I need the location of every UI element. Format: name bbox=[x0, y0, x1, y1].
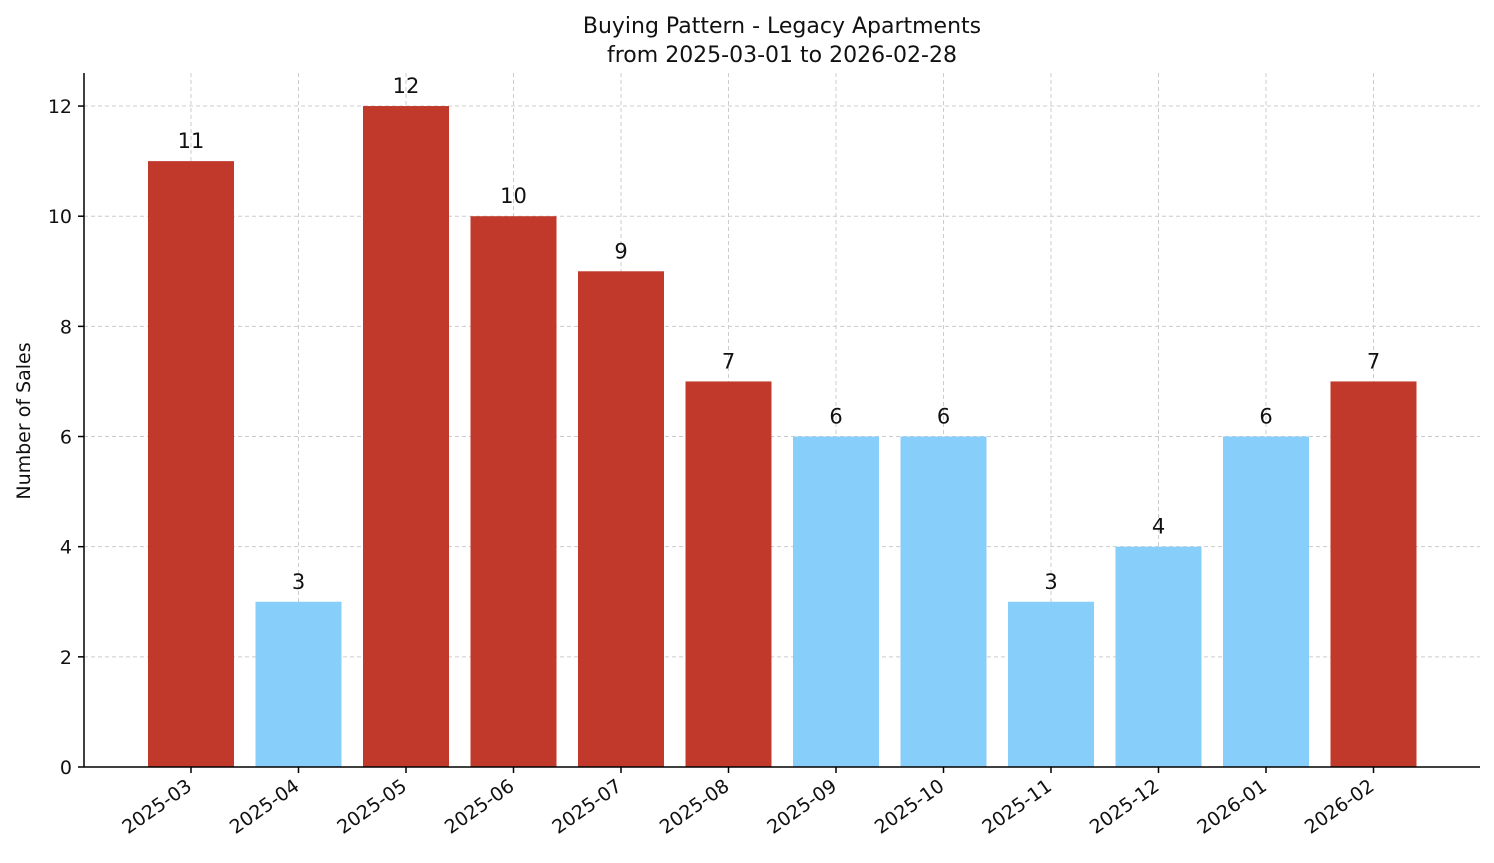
data-label: 7 bbox=[722, 349, 735, 373]
data-label: 6 bbox=[829, 405, 842, 429]
data-label: 9 bbox=[614, 239, 627, 263]
bar-2025-10 bbox=[900, 436, 987, 767]
data-label: 6 bbox=[937, 405, 950, 429]
x-tick-label: 2025-12 bbox=[1086, 775, 1164, 839]
bar-2025-09 bbox=[793, 436, 879, 767]
data-label: 3 bbox=[292, 570, 305, 594]
y-axis-label: Number of Sales bbox=[13, 342, 35, 499]
y-tick-label: 2 bbox=[60, 647, 72, 669]
bar-2025-03 bbox=[148, 161, 234, 768]
x-tick-label: 2025-06 bbox=[441, 775, 519, 839]
x-tick-label: 2025-11 bbox=[978, 775, 1056, 839]
y-tick-label: 4 bbox=[60, 537, 72, 559]
data-label: 3 bbox=[1044, 570, 1057, 594]
x-tick-label: 2025-09 bbox=[763, 775, 841, 839]
data-label: 6 bbox=[1259, 405, 1272, 429]
bar-2026-02 bbox=[1330, 381, 1417, 767]
x-tick-label: 2026-01 bbox=[1193, 775, 1271, 839]
chart-subtitle: from 2025-03-01 to 2026-02-28 bbox=[607, 43, 957, 68]
data-label: 11 bbox=[178, 129, 205, 153]
bar-2025-06 bbox=[470, 216, 557, 767]
x-ticks: 2025-03 2025-04 2025-05 2025-06 2025-07 2025-… bbox=[118, 767, 1378, 839]
y-tick-label: 0 bbox=[60, 757, 72, 779]
data-label: 7 bbox=[1367, 349, 1380, 373]
x-tick-label: 2025-07 bbox=[548, 775, 626, 839]
axes bbox=[83, 73, 1480, 768]
data-label: 4 bbox=[1152, 515, 1165, 539]
bar-2025-08 bbox=[685, 381, 772, 767]
y-tick-label: 6 bbox=[60, 427, 72, 449]
bars bbox=[148, 106, 1417, 768]
x-tick-label: 2025-05 bbox=[333, 775, 411, 839]
x-tick-label: 2025-10 bbox=[871, 775, 949, 839]
bar-2025-05 bbox=[363, 106, 449, 768]
y-tick-label: 8 bbox=[60, 316, 72, 338]
data-label: 12 bbox=[393, 74, 420, 98]
chart-title: Buying Pattern - Legacy Apartments bbox=[583, 14, 981, 39]
x-tick-label: 2026-02 bbox=[1301, 775, 1379, 839]
y-tick-label: 12 bbox=[48, 96, 72, 118]
y-ticks: 0 2 4 6 8 10 12 bbox=[48, 96, 84, 779]
y-tick-label: 10 bbox=[48, 206, 72, 228]
x-tick-label: 2025-08 bbox=[656, 775, 734, 839]
data-labels: 11 3 12 10 9 7 6 6 3 4 6 7 bbox=[178, 74, 1381, 594]
bar-2025-12 bbox=[1115, 546, 1202, 767]
x-tick-label: 2025-03 bbox=[118, 775, 196, 839]
bar-2025-04 bbox=[255, 601, 342, 767]
bar-2025-07 bbox=[578, 271, 664, 767]
x-tick-label: 2025-04 bbox=[226, 775, 304, 839]
bar-2026-01 bbox=[1223, 436, 1309, 767]
data-label: 10 bbox=[500, 184, 527, 208]
bar-2025-11 bbox=[1008, 601, 1094, 767]
